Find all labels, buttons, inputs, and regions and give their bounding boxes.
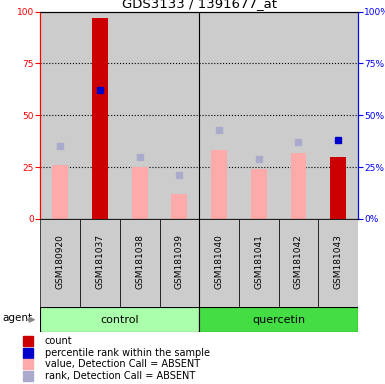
Bar [80, 12, 120, 219]
Text: GSM181041: GSM181041 [254, 234, 263, 289]
Bar [159, 12, 199, 219]
Text: GSM181043: GSM181043 [334, 234, 343, 289]
Bar [318, 12, 358, 219]
Bar [40, 219, 80, 307]
Bar [40, 307, 199, 332]
Text: GSM181038: GSM181038 [135, 234, 144, 289]
Bar [291, 152, 306, 219]
Bar [52, 165, 68, 219]
Text: quercetin: quercetin [252, 314, 305, 325]
Bar [171, 194, 187, 219]
Text: GSM181037: GSM181037 [95, 234, 104, 289]
Text: rank, Detection Call = ABSENT: rank, Detection Call = ABSENT [45, 371, 195, 381]
Text: count: count [45, 336, 72, 346]
Bar [199, 12, 239, 219]
Text: percentile rank within the sample: percentile rank within the sample [45, 348, 210, 358]
Bar [132, 167, 147, 219]
Bar [318, 219, 358, 307]
Text: control: control [100, 314, 139, 325]
Text: GSM180920: GSM180920 [56, 234, 65, 289]
Title: GDS3133 / 1391677_at: GDS3133 / 1391677_at [122, 0, 277, 10]
Bar [279, 12, 318, 219]
Bar [239, 12, 279, 219]
Bar [279, 219, 318, 307]
Bar [330, 157, 346, 219]
Text: GSM181042: GSM181042 [294, 234, 303, 289]
Bar [40, 12, 80, 219]
Bar [251, 169, 267, 219]
Text: value, Detection Call = ABSENT: value, Detection Call = ABSENT [45, 359, 200, 369]
Bar [199, 219, 239, 307]
Text: GSM181040: GSM181040 [214, 234, 224, 289]
Bar [120, 12, 159, 219]
Text: agent: agent [2, 313, 32, 323]
Bar [159, 219, 199, 307]
Bar [120, 219, 159, 307]
Text: GSM181039: GSM181039 [175, 234, 184, 289]
Bar [199, 307, 358, 332]
Bar [92, 18, 108, 219]
Bar [239, 219, 279, 307]
Bar [80, 219, 120, 307]
Bar [211, 151, 227, 219]
